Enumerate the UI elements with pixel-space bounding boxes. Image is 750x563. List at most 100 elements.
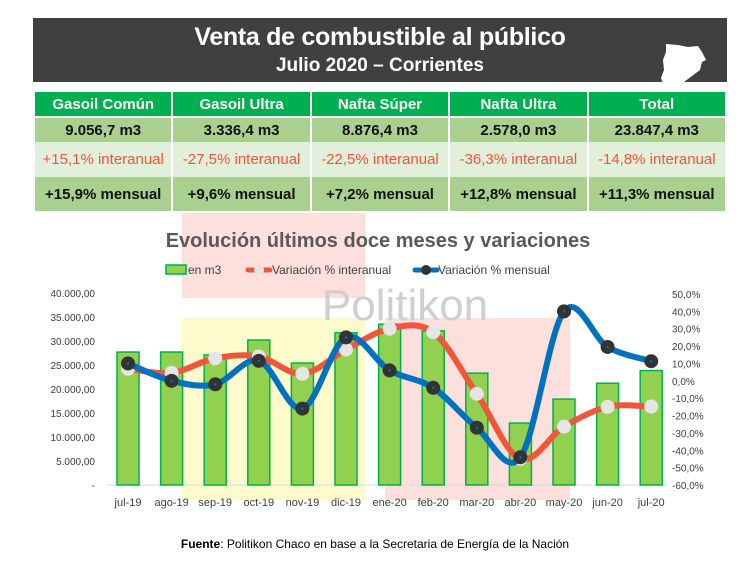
header-cell: Gasoil Ultra (171, 92, 312, 118)
bar-oct-19 (247, 339, 271, 486)
legend-label-interanual: Variación % interanual (272, 263, 391, 277)
volume-cell: 23.847,4 m3 (586, 117, 728, 142)
summary-table: Gasoil Común Gasoil Ultra Nafta Súper Nafta… (32, 92, 728, 211)
source-text: : Politikon Chaco en base a la Secretari… (220, 537, 570, 551)
point-center (126, 362, 130, 365)
legend-marker-mensual (421, 265, 431, 275)
page-subtitle: Julio 2020 – Corrientes (275, 55, 485, 76)
volume-cell: 2.578,0 m3 (448, 117, 589, 142)
x-tick-label: nov-19 (286, 497, 320, 509)
header-cell: Nafta Súper (309, 92, 451, 118)
bar-nov-19 (290, 362, 315, 486)
right-tick-label: 50,0% (672, 290, 700, 301)
legend-label-mensual: Variación % mensual (438, 263, 550, 277)
x-tick-label: jul-19 (114, 497, 142, 509)
right-tick-label: -20,0% (672, 412, 704, 423)
point-center (170, 379, 173, 383)
mensual-cell: +11,3% mensual (586, 177, 728, 211)
point-center (650, 359, 653, 363)
watermark: Politikon (322, 281, 488, 330)
point-center (475, 426, 478, 429)
bar-may-20 (552, 398, 576, 486)
mensual-cell: +9,6% mensual (171, 177, 312, 211)
left-tick-label: 25.000,00 (51, 361, 96, 372)
right-tick-label: 0,0% (672, 377, 695, 388)
right-tick-label: 20,0% (672, 342, 700, 353)
point-center (562, 310, 566, 313)
x-tick-label: feb-20 (418, 497, 449, 509)
point-center (388, 369, 391, 372)
right-tick-label: 30,0% (672, 325, 700, 336)
bar-jul-20 (639, 369, 663, 486)
bar-feb-20 (421, 330, 445, 486)
header-cell: Gasoil Común (32, 92, 174, 118)
source-label: Fuente (180, 537, 221, 551)
right-tick-label: -60,0% (672, 481, 704, 492)
x-tick-label: oct-19 (244, 497, 275, 509)
chart-title: Evolución últimos doce meses y variacion… (166, 230, 591, 252)
point-center (301, 407, 304, 410)
point-interanual-jun-20 (600, 399, 615, 414)
corrientes-map-icon (661, 44, 706, 97)
legend-swatch-bars (165, 264, 187, 275)
mensual-cell: +7,2% mensual (309, 177, 451, 211)
point-center (214, 383, 217, 386)
bar-ago-19 (159, 351, 184, 486)
left-tick-label: - (92, 481, 95, 492)
x-tick-label: may-20 (546, 497, 583, 509)
header-cell: Total (586, 92, 728, 118)
interanual-cell: -36,3% interanual (448, 142, 589, 177)
interanual-cell: -27,5% interanual (171, 142, 312, 177)
point-interanual-dic-19 (339, 342, 353, 357)
x-tick-label: abr-20 (505, 497, 537, 509)
left-tick-label: 15.000,00 (51, 409, 96, 420)
point-interanual-ene-20 (382, 321, 397, 336)
left-tick-label: 5.000,00 (56, 457, 95, 468)
bar-sep-19 (203, 354, 227, 486)
right-tick-label: 10,0% (672, 359, 700, 370)
x-tick-label: ene-20 (372, 497, 406, 509)
interanual-cell: -22,5% interanual (309, 142, 451, 177)
highlight-band (182, 213, 365, 298)
x-tick-label: jun-20 (591, 497, 623, 509)
page-title: Venta de combustible al público (194, 23, 566, 51)
mensual-cell: +15,9% mensual (32, 177, 174, 211)
x-tick-label: mar-20 (459, 497, 494, 509)
interanual-cell: -14,8% interanual (586, 142, 728, 177)
bar-jul-19 (116, 351, 140, 486)
x-tick-label: dic-19 (331, 497, 361, 509)
point-center (344, 336, 348, 339)
right-tick-label: -50,0% (672, 464, 704, 475)
point-interanual-nov-19 (295, 366, 310, 381)
point-center (257, 359, 260, 363)
volume-cell: 3.336,4 m3 (171, 117, 312, 142)
x-tick-label: ago-19 (154, 497, 188, 509)
x-tick-label: sep-19 (198, 497, 232, 509)
left-tick-label: 40.000,00 (51, 289, 96, 300)
left-tick-label: 20.000,00 (51, 385, 96, 396)
interanual-cell: +15,1% interanual (32, 142, 174, 177)
point-center (519, 456, 522, 459)
point-interanual-may-20 (557, 419, 571, 434)
mensual-cell: +12,8% mensual (448, 177, 589, 211)
x-tick-label: jul-20 (637, 497, 665, 509)
volume-cell: 9.056,7 m3 (32, 117, 174, 142)
point-interanual-feb-20 (426, 325, 441, 340)
left-tick-label: 35.000,00 (51, 313, 96, 324)
header-banner: Venta de combustible al público Julio 20… (33, 18, 727, 97)
legend-marker-interanual (254, 265, 264, 275)
point-interanual-mar-20 (469, 386, 484, 401)
source-note: Fuente: Politikon Chaco en base a la Sec… (0, 537, 750, 551)
right-tick-label: -10,0% (672, 394, 704, 405)
volume-cell: 8.876,4 m3 (309, 117, 451, 142)
point-interanual-sep-19 (208, 351, 223, 366)
point-interanual-jul-20 (644, 399, 659, 414)
left-tick-label: 10.000,00 (51, 433, 96, 444)
point-center (432, 386, 435, 389)
header-cell: Nafta Ultra (448, 92, 589, 118)
bar-ene-20 (377, 323, 402, 486)
right-tick-label: 40,0% (672, 307, 700, 318)
point-center (606, 345, 609, 349)
right-tick-label: -30,0% (672, 429, 704, 440)
